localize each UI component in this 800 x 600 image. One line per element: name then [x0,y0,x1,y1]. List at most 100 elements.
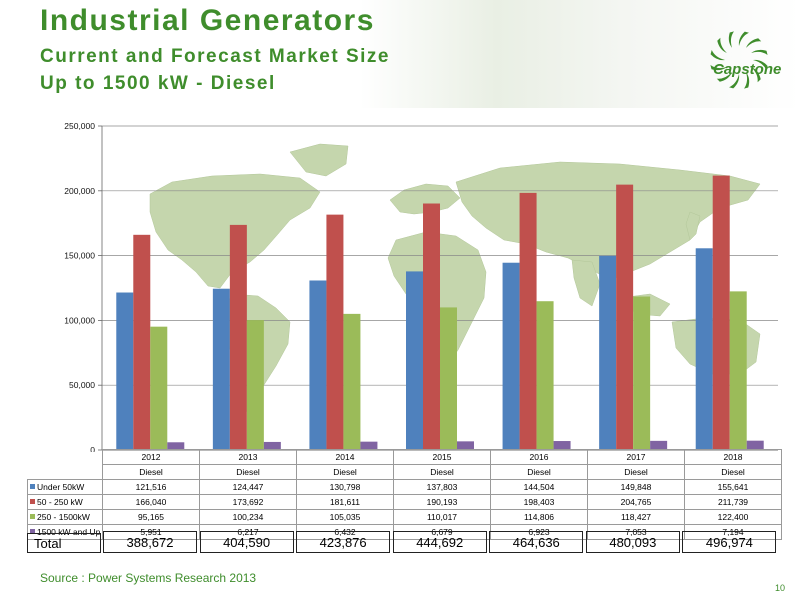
table-cell: 149,848 [587,479,685,495]
logo-fin-icon [710,50,725,61]
bar-under-50kw-2013 [212,288,230,450]
table-header-cell: Diesel [393,464,491,480]
bar-250-1500kw-2018 [729,291,747,450]
table-cell: 130,798 [296,479,394,495]
table-row: 50 - 250 kW 166,040 173,692 181,611 190,193 1… [27,494,782,510]
table-cell: 181,611 [296,494,394,510]
table-cell: 137,803 [393,479,491,495]
slide-subtitle-2: Up to 1500 kW - Diesel [40,73,276,94]
bar-1500-kw-and-up-2012 [167,442,185,450]
legend-entry: 1500 kW and Up [27,524,103,540]
total-value-2016: 464,636 [489,531,584,553]
bar-50-250-kw-2017 [616,184,634,450]
table-cell: 100,234 [199,509,297,525]
table-header-cell: Diesel [296,464,394,480]
bar-chart: 0 50,000 100,000 150,000 200,000 250,000 [64,121,778,452]
logo-fin-icon [744,72,750,89]
table-header-row: 2012 2013 2014 2015 2016 2017 2018 [28,449,782,465]
bar-50-250-kw-2015 [423,203,440,450]
table-header-cell: 2014 [296,449,394,465]
logo-fin-icon [751,67,761,83]
bar-250-1500kw-2017 [633,296,651,450]
total-value-2013: 404,590 [199,531,294,553]
chart-data-table: 2012 2013 2014 2015 2016 2017 2018 Diesel Diesel… [27,449,782,540]
legend-swatch [30,529,35,534]
table-cell: 190,193 [393,494,491,510]
bar-under-50kw-2015 [406,271,423,450]
table-cell: 122,400 [684,509,782,525]
table-header-cell: Diesel [102,464,200,480]
table-cell: 7,194 [684,524,782,540]
total-label: Total [27,533,101,553]
table-cell: 204,765 [587,494,685,510]
legend-swatch [30,514,35,519]
capstone-logo: Capstone [692,28,788,92]
bar-50-250-kw-2014 [326,214,344,450]
logo-fin-icon [746,38,762,48]
bar-1500-kw-and-up-2013 [263,441,281,450]
table-cell: 118,427 [587,509,685,525]
y-tick-label: 100,000 [64,315,95,325]
bar-under-50kw-2014 [309,280,327,450]
bar-under-50kw-2016 [502,262,520,450]
bar-1500-kw-and-up-2015 [457,441,474,450]
bar-1500-kw-and-up-2014 [360,441,378,450]
table-cell: 6,679 [393,524,491,540]
bar-250-1500kw-2016 [536,301,554,450]
page-number: 10 [775,583,786,593]
total-value-2018: 496,974 [682,531,777,553]
table-header-cell: 2016 [490,449,588,465]
legend-label: 1500 kW and Up [37,527,101,537]
y-tick-label: 150,000 [64,251,95,261]
logo-fin-icon [753,59,768,70]
total-value-2014: 423,876 [296,531,391,553]
logo-fin-icon [728,31,734,48]
bar-under-50kw-2012 [116,292,134,450]
table-row: 250 - 1500kW 95,165 100,234 105,035 110,017 1… [27,509,782,525]
logo-fin-icon [716,72,732,82]
slide-subtitle: Current and Forecast Market Size [40,46,390,67]
table-cell: 211,739 [684,494,782,510]
bar-250-1500kw-2015 [440,307,457,450]
bar-1500-kw-and-up-2016 [553,441,571,450]
table-cell: 124,447 [199,479,297,495]
logo-fin-icon [738,31,749,46]
table-header-cell: Diesel [199,464,297,480]
table-cell: 144,504 [490,479,588,495]
bar-250-1500kw-2013 [246,320,264,450]
table-cell: 105,035 [296,509,394,525]
bar-250-1500kw-2014 [343,313,361,450]
legend-swatch [30,499,35,504]
table-cell: 114,806 [490,509,588,525]
table-header-cell: Diesel [587,464,685,480]
bar-1500-kw-and-up-2018 [746,440,764,450]
table-cell: 155,641 [684,479,782,495]
table-cell: 110,017 [393,509,491,525]
bar-250-1500kw-2012 [150,326,168,450]
table-header-cell: 2018 [684,449,782,465]
table-cell: 121,516 [102,479,200,495]
total-value-2012: 388,672 [103,531,197,553]
table-row: Under 50kW 121,516 124,447 130,798 137,803 14… [27,479,782,495]
table-header-cell: Diesel [684,464,782,480]
table-header-cell: 2012 [102,449,200,465]
table-cell: 6,923 [490,524,588,540]
logo-text: Capstone [713,61,782,78]
legend-label: Under 50kW [37,482,85,492]
source-note: Source : Power Systems Research 2013 [40,571,257,585]
y-tick-label: 50,000 [69,380,95,390]
total-value-2015: 444,692 [392,531,487,553]
bar-50-250-kw-2018 [712,175,730,451]
bar-50-250-kw-2013 [229,224,247,450]
table-header-cell: 2015 [393,449,491,465]
header-background [0,0,800,108]
table-header-cell: 2017 [587,449,685,465]
slide-title: Industrial Generators [40,4,375,37]
turbine-logo-icon [710,31,768,89]
legend-swatch [30,484,35,489]
table-header-cell: 2013 [199,449,297,465]
table-header-row: Diesel Diesel Diesel Diesel Diesel Diesel Dies… [28,464,782,480]
table-cell: 95,165 [102,509,200,525]
legend-entry: Under 50kW [27,479,103,495]
legend-entry: 50 - 250 kW [27,494,103,510]
